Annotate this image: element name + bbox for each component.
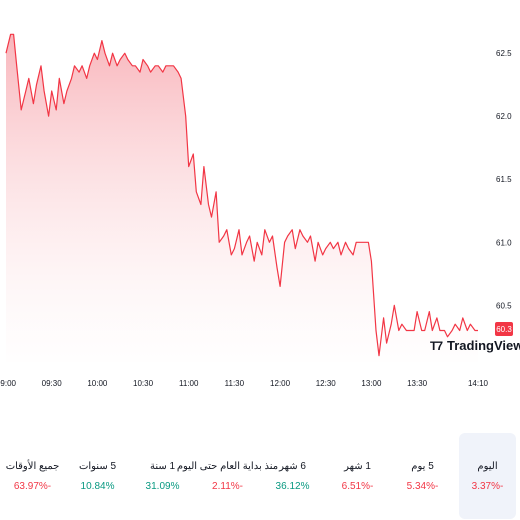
- y-axis: 62.5 62.0 61.5 61.0 60.5: [496, 49, 512, 310]
- x-tick-label: 11:00: [179, 379, 199, 388]
- price-line: [5, 33, 478, 357]
- last-price-label: 60.3: [496, 325, 512, 334]
- last-price-label-bg: [495, 322, 513, 336]
- period-tab[interactable]: 5 سنوات 10.84%: [65, 433, 130, 519]
- period-tab[interactable]: منذ بداية العام حتى اليوم 2.11%-: [177, 433, 278, 519]
- tradingview-wordmark: TradingView: [447, 338, 520, 353]
- y-tick-label: 60.5: [496, 301, 512, 310]
- x-tick-label: 09:00: [0, 379, 17, 388]
- x-tick-label: 12:00: [270, 379, 291, 388]
- x-axis: 09:00 09:30 10:00 10:30 11:00 11:30 12:00 12:30…: [0, 379, 489, 388]
- period-label: 5 يوم: [411, 460, 434, 472]
- x-tick-label: 13:00: [361, 379, 382, 388]
- period-tab[interactable]: 1 شهر 6.51%-: [325, 433, 390, 519]
- x-tick-label: 13:30: [407, 379, 428, 388]
- y-tick-label: 61.5: [496, 175, 512, 184]
- period-change: 2.11%-: [212, 480, 243, 492]
- y-tick-label: 62.5: [496, 49, 512, 58]
- y-tick-label: 61.0: [496, 238, 512, 247]
- x-tick-label: 09:30: [42, 379, 63, 388]
- period-label: 1 سنة: [149, 460, 176, 472]
- period-tab[interactable]: اليوم 3.37%-: [459, 433, 516, 519]
- x-tick-label: 10:30: [133, 379, 154, 388]
- period-change: 3.37%-: [471, 480, 504, 492]
- x-tick-label: 11:30: [225, 379, 245, 388]
- last-price-marker: 60.3: [495, 322, 513, 336]
- price-area-fill: [6, 34, 478, 363]
- period-label: 5 سنوات: [78, 460, 117, 472]
- period-change: 6.51%-: [341, 480, 374, 492]
- price-chart[interactable]: 09:00 09:30 10:00 10:30 11:00 11:30 12:00 12:30…: [0, 0, 520, 400]
- period-label: اليوم: [477, 460, 498, 472]
- tradingview-watermark: T7 TradingView: [430, 338, 520, 353]
- y-tick-label: 62.0: [496, 112, 512, 121]
- period-tab[interactable]: 1 سنة 31.09%: [130, 433, 195, 519]
- period-label: 1 شهر: [344, 460, 371, 472]
- x-tick-label: 12:30: [316, 379, 337, 388]
- period-tab[interactable]: 6 شهر 36.12%: [260, 433, 325, 519]
- period-change: 36.12%: [275, 480, 310, 492]
- x-tick-label: 10:00: [87, 379, 108, 388]
- period-change: 10.84%: [80, 480, 115, 492]
- period-tab[interactable]: جميع الأوقات 63.97%-: [0, 433, 65, 519]
- x-tick-label: 14:10: [468, 379, 489, 388]
- period-performance-bar: اليوم 3.37%- 5 يوم 5.34%- 1 شهر 6.51%- 6 شهر 36…: [0, 433, 520, 519]
- period-label: جميع الأوقات: [5, 460, 60, 472]
- period-label: منذ بداية العام حتى اليوم: [176, 460, 279, 472]
- tradingview-logo-icon: T7: [430, 339, 443, 353]
- period-change: 31.09%: [145, 480, 180, 492]
- period-tab[interactable]: 5 يوم 5.34%-: [390, 433, 455, 519]
- period-label: 6 شهر: [279, 460, 306, 472]
- period-change: 5.34%-: [406, 480, 439, 492]
- period-change: 63.97%-: [13, 480, 52, 492]
